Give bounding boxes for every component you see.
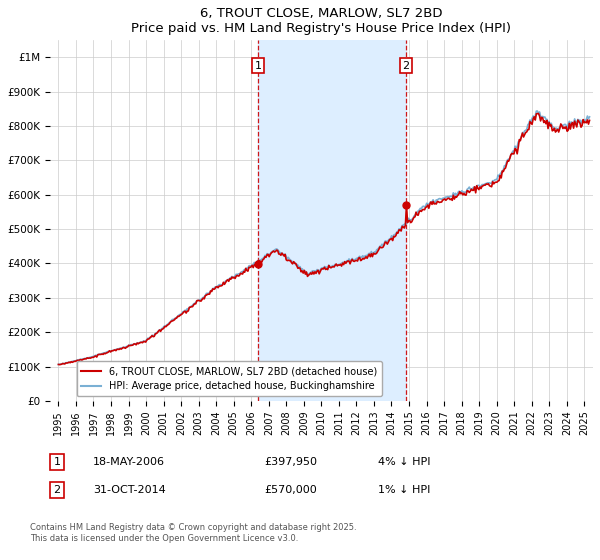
Text: £397,950: £397,950 (264, 457, 317, 467)
Text: 1: 1 (254, 60, 262, 71)
Text: 18-MAY-2006: 18-MAY-2006 (93, 457, 165, 467)
Text: 2: 2 (53, 485, 61, 495)
Text: £570,000: £570,000 (264, 485, 317, 495)
Text: 2: 2 (403, 60, 410, 71)
Text: 1% ↓ HPI: 1% ↓ HPI (378, 485, 430, 495)
Text: 1: 1 (53, 457, 61, 467)
Legend: 6, TROUT CLOSE, MARLOW, SL7 2BD (detached house), HPI: Average price, detached h: 6, TROUT CLOSE, MARLOW, SL7 2BD (detache… (77, 361, 382, 396)
Text: 4% ↓ HPI: 4% ↓ HPI (378, 457, 431, 467)
Text: 31-OCT-2014: 31-OCT-2014 (93, 485, 166, 495)
Bar (258, 40, 406, 401)
Title: 6, TROUT CLOSE, MARLOW, SL7 2BD
Price paid vs. HM Land Registry's House Price In: 6, TROUT CLOSE, MARLOW, SL7 2BD Price pa… (131, 7, 511, 35)
Text: Contains HM Land Registry data © Crown copyright and database right 2025.
This d: Contains HM Land Registry data © Crown c… (30, 524, 356, 543)
